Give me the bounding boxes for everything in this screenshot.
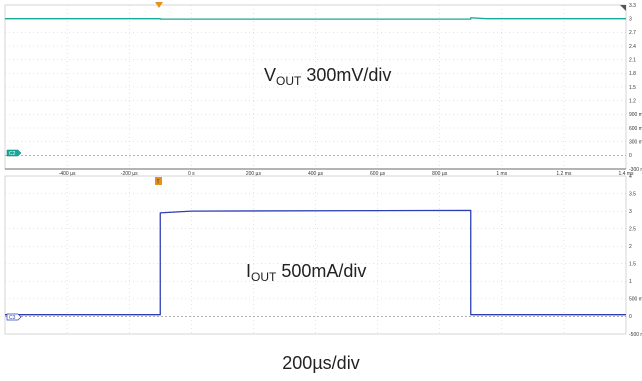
- trigger-marker: T: [155, 177, 162, 186]
- channel-3-marker: C3: [6, 313, 22, 321]
- time-tick-label: 1.2 ms: [556, 171, 572, 177]
- current-y-tick-label: 3.5: [629, 191, 636, 197]
- time-tick-label: 1 ms: [496, 171, 507, 177]
- current-panel-frame: [4, 175, 627, 335]
- voltage-y-tick-label: 900 m: [629, 112, 642, 118]
- time-tick-label: 200 µs: [246, 171, 262, 177]
- current-trace-line: [5, 209, 626, 316]
- trigger-position-marker: [155, 2, 163, 8]
- current-annotation: IOUT 500mA/div: [246, 261, 366, 284]
- current-panel: 4 3.5 3 2.5 2 1.5 1 500 m 0 -500 m IOUT 500mA/div…: [4, 174, 642, 338]
- current-y-tick-label: 2: [629, 244, 632, 250]
- current-y-tick-label: 1.5: [629, 262, 636, 268]
- current-y-tick-label: 4: [629, 174, 632, 180]
- time-tick-label: -200 µs: [121, 171, 138, 177]
- voltage-annotation-scale: 300mV/div: [301, 65, 391, 85]
- voltage-y-axis: 3.3 3 2.7 2.4 2.1 1.8 1.5 1.2 900 m 600 m 300 m 0 -3…: [629, 3, 642, 173]
- voltage-y-tick-label: 1.5: [629, 85, 636, 91]
- channel-2-label: C2: [9, 151, 16, 157]
- voltage-y-tick-label: 1.2: [629, 98, 636, 104]
- current-y-axis: 4 3.5 3 2.5 2 1.5 1 500 m 0 -500 m: [629, 174, 642, 338]
- trigger-marker-label: T: [157, 180, 160, 186]
- time-axis: -400 µs -200 µs 0 s 200 µs 400 µs 600 µs 800 µ…: [5, 168, 634, 177]
- time-tick-label: 1.4 ms: [618, 171, 634, 177]
- current-annotation-sub: OUT: [251, 270, 277, 284]
- voltage-y-tick-label: 600 m: [629, 126, 642, 132]
- voltage-y-tick-label: 2.7: [629, 30, 636, 36]
- channel-2-marker: C2: [6, 149, 22, 157]
- voltage-panel: 3.3 3 2.7 2.4 2.1 1.8 1.5 1.2 900 m 600 m 300 m 0 -3…: [4, 3, 642, 173]
- current-y-tick-label: 2.5: [629, 226, 636, 232]
- time-tick-label: 600 µs: [370, 171, 386, 177]
- voltage-y-tick-label: 0: [629, 153, 632, 159]
- voltage-y-tick-label: 1.8: [629, 71, 636, 77]
- voltage-y-tick-label: 3: [629, 16, 632, 22]
- current-y-tick-label: 0: [629, 314, 632, 320]
- channel-3-label: C3: [9, 315, 16, 321]
- current-annotation-scale: 500mA/div: [276, 261, 366, 281]
- voltage-annotation-main: V: [264, 65, 276, 85]
- time-tick-label: -400 µs: [59, 171, 76, 177]
- current-y-tick-label: 500 m: [629, 297, 642, 303]
- current-y-tick-label: 3: [629, 209, 632, 215]
- channel-3-marker-shape: [6, 313, 22, 321]
- time-tick-label: 0 s: [188, 171, 195, 177]
- voltage-y-tick-label: 2.4: [629, 44, 636, 50]
- current-annotation-main: I: [246, 261, 251, 281]
- time-tick-labels: -400 µs -200 µs 0 s 200 µs 400 µs 600 µs 800 µ…: [59, 171, 634, 177]
- voltage-y-tick-label: -300 m: [629, 167, 642, 173]
- voltage-trace: [5, 17, 626, 20]
- current-trace: [5, 209, 626, 316]
- voltage-trace-line: [5, 17, 626, 20]
- channel-2-marker-shape: [6, 149, 22, 157]
- voltage-y-tick-label: 300 m: [629, 139, 642, 145]
- top-corner-icon: [620, 5, 626, 11]
- timebase-label: 200µs/div: [282, 353, 360, 373]
- voltage-grid: [5, 5, 626, 169]
- voltage-annotation: VOUT 300mV/div: [264, 65, 391, 88]
- current-grid: [5, 176, 626, 334]
- current-y-tick-label: 1: [629, 279, 632, 285]
- time-tick-label: 800 µs: [432, 171, 448, 177]
- current-y-tick-label: -500 m: [629, 332, 642, 338]
- voltage-y-tick-label: 3.3: [629, 3, 636, 9]
- voltage-y-tick-label: 2.1: [629, 57, 636, 63]
- trigger-marker-box: [155, 177, 162, 185]
- time-tick-label: 400 µs: [308, 171, 324, 177]
- voltage-annotation-sub: OUT: [276, 74, 302, 88]
